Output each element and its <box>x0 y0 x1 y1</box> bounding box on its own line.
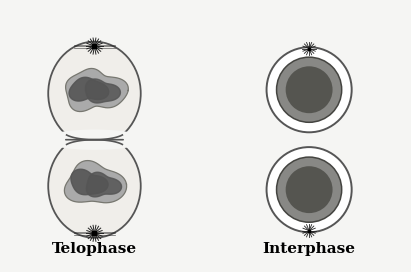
Ellipse shape <box>48 134 141 238</box>
Polygon shape <box>65 160 127 203</box>
Circle shape <box>277 57 342 122</box>
Ellipse shape <box>48 42 141 145</box>
Polygon shape <box>71 169 108 195</box>
Circle shape <box>286 66 332 113</box>
Polygon shape <box>69 77 109 101</box>
Circle shape <box>267 147 352 232</box>
Text: Telophase: Telophase <box>52 242 137 256</box>
Text: Interphase: Interphase <box>263 242 356 256</box>
Ellipse shape <box>43 129 146 150</box>
Polygon shape <box>85 79 120 103</box>
Circle shape <box>286 166 332 213</box>
Polygon shape <box>66 69 128 112</box>
Circle shape <box>277 157 342 222</box>
Circle shape <box>267 47 352 132</box>
Polygon shape <box>86 172 122 197</box>
